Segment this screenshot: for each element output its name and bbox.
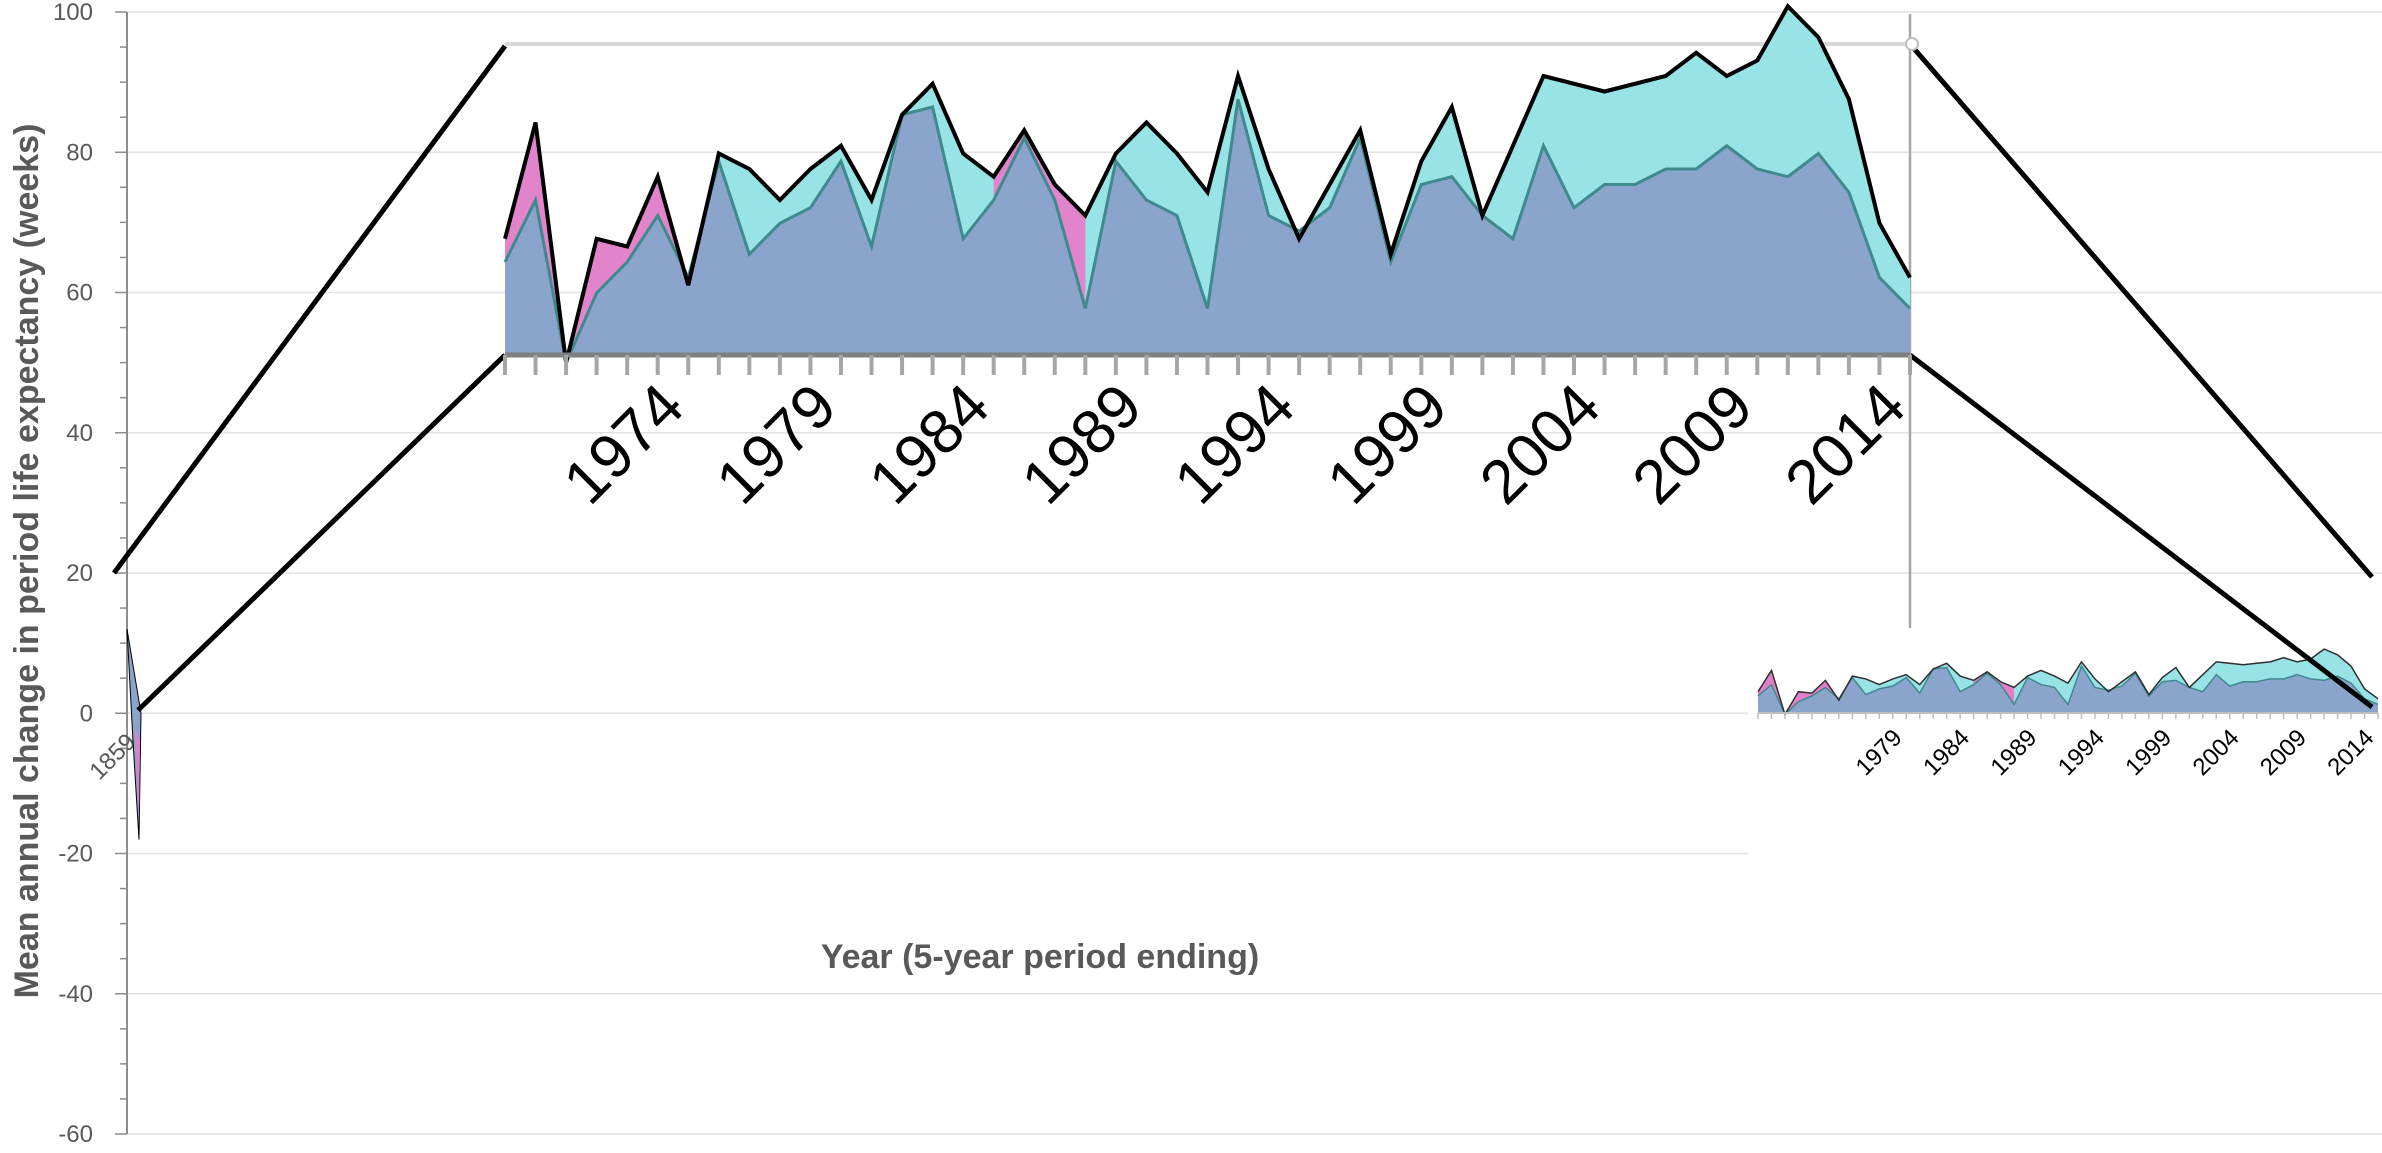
- early-pink-area: [135, 727, 140, 819]
- y-tick-label: -20: [58, 841, 93, 868]
- zoom-x-tick-label: 2009: [1620, 371, 1766, 517]
- zoom-x-tick-label: 1989: [1009, 371, 1155, 517]
- y-tick-label: 40: [66, 420, 93, 447]
- connector-line: [136, 353, 507, 713]
- zoom-x-tick-label: 1994: [1162, 371, 1308, 517]
- main-series: [126, 629, 142, 840]
- zoom-x-tick-label: 1974: [551, 371, 697, 517]
- mini-inset-chart: 1979 1984 1989 1994 1999 2004 2009 2014: [1748, 578, 2382, 860]
- y-tick-label: 100: [53, 0, 93, 26]
- zoom-base-area: [505, 99, 1910, 363]
- zoom-inset-chart: 1974 1979 1984 1989 1994 1999 2004 2009 2014: [503, 2, 1919, 628]
- zoom-x-tick-label: 1999: [1314, 371, 1460, 517]
- connector-line: [111, 44, 508, 575]
- x-axis-title: Year (5-year period ending): [821, 938, 1259, 976]
- zoom-marker-handle: [1905, 37, 1919, 51]
- y-tick-label: 20: [66, 560, 93, 587]
- mini-base-line: [1757, 664, 2379, 716]
- connector-line: [1908, 353, 2374, 709]
- y-tick-label: 0: [80, 700, 93, 727]
- zoom-x-tick-label: 1979: [703, 371, 849, 517]
- mini-inset-background: [1748, 578, 2382, 860]
- gridlines: [127, 11, 2382, 1135]
- connector-line: [1908, 42, 2374, 579]
- y-axis-title: Mean annual change in period life expect…: [8, 124, 46, 999]
- zoom-total-line: [503, 2, 1912, 364]
- zoom-x-tick-label: 1984: [856, 371, 1002, 517]
- early-series-area: [126, 629, 142, 840]
- zoom-base-line: [503, 98, 1912, 368]
- mini-total-line: [1757, 648, 2379, 717]
- zoom-x-tick-label: 2004: [1467, 371, 1613, 517]
- y-tick-label: -60: [58, 1121, 93, 1148]
- y-tick-label: -40: [58, 981, 93, 1008]
- y-tick-label: 60: [66, 280, 93, 307]
- zoom-x-tick-label: 2014: [1772, 371, 1918, 517]
- mini-base-area: [1758, 666, 2378, 715]
- y-tick-label: 80: [66, 139, 93, 166]
- zoom-connector-lines: [111, 42, 2374, 713]
